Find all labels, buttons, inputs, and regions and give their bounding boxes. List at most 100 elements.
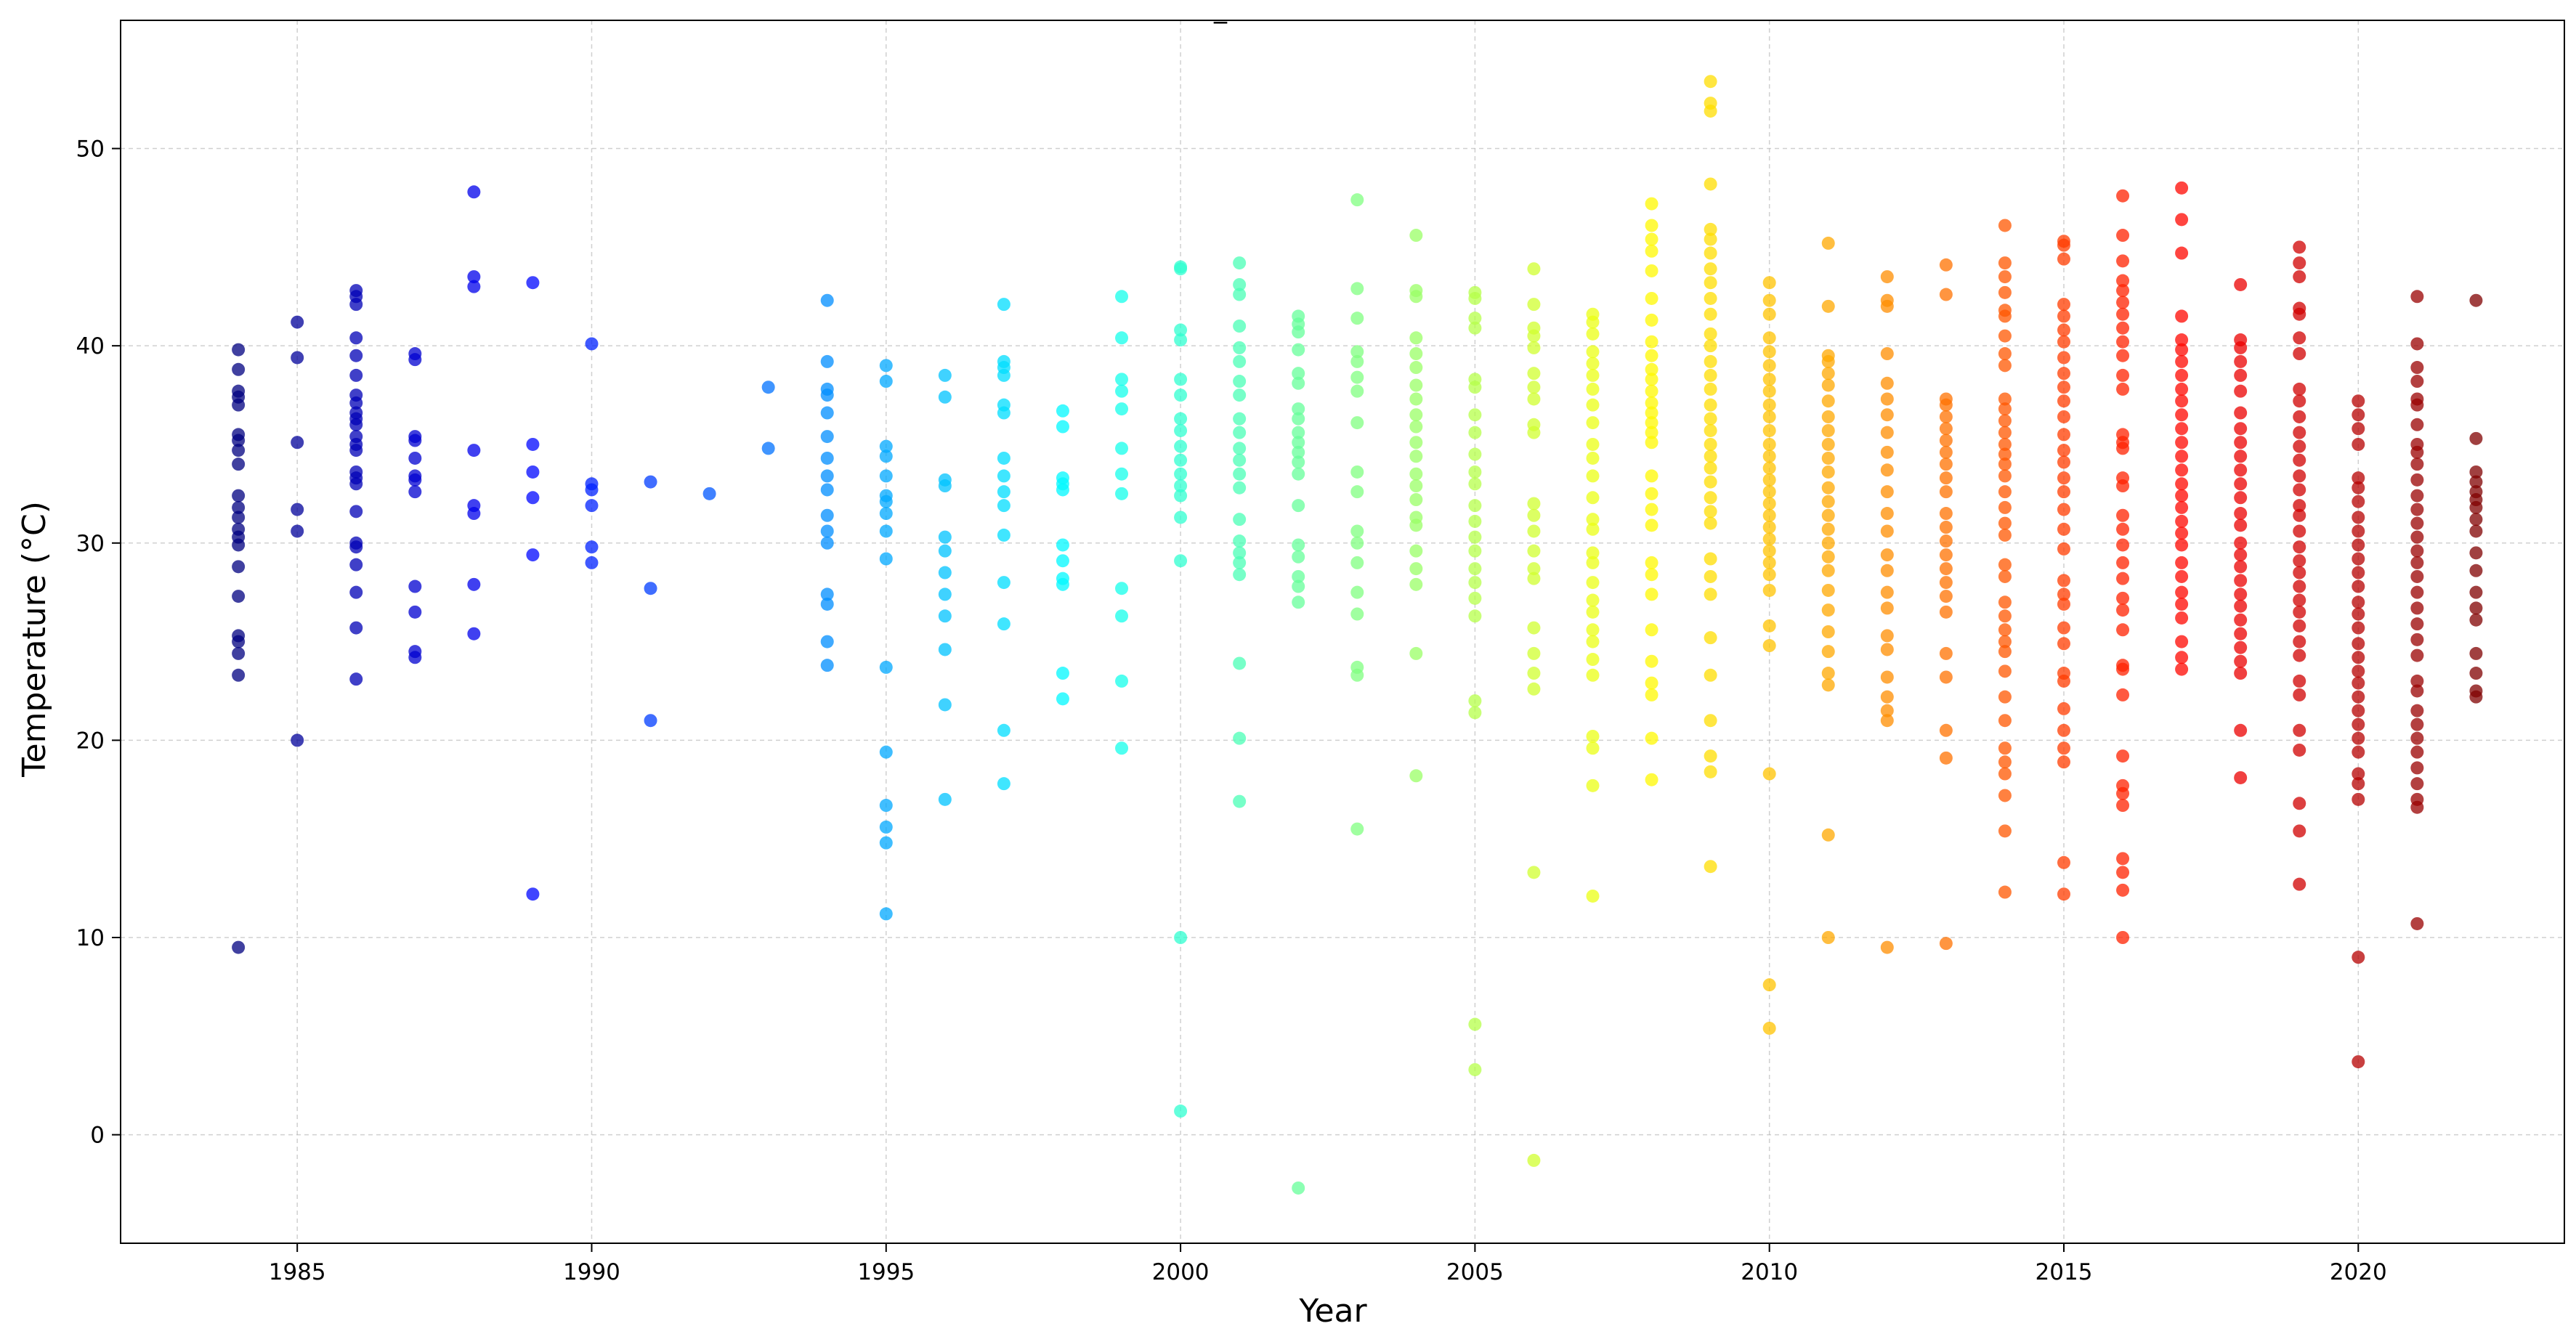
scatter-point: [1174, 511, 1188, 524]
scatter-point: [1350, 524, 1364, 538]
scatter-point: [2234, 654, 2248, 668]
scatter-point: [349, 585, 363, 599]
scatter-point: [1233, 389, 1247, 402]
scatter-point: [2469, 646, 2483, 660]
scatter-point: [820, 406, 834, 420]
scatter-point: [2352, 552, 2365, 566]
scatter-point: [467, 577, 481, 591]
scatter-point: [2175, 181, 2189, 195]
scatter-point: [1233, 568, 1247, 582]
scatter-point: [1586, 623, 1600, 637]
scatter-point: [1292, 467, 1305, 481]
scatter-point: [1704, 222, 1717, 236]
scatter-point: [2293, 453, 2306, 467]
scatter-point: [1233, 453, 1247, 467]
scatter-point: [1998, 885, 2012, 899]
scatter-point: [1174, 554, 1188, 568]
scatter-point: [2352, 511, 2365, 524]
scatter-point: [1292, 550, 1305, 564]
scatter-point: [1998, 469, 2012, 483]
scatter-point: [1821, 349, 1835, 362]
scatter-point: [2057, 621, 2070, 635]
scatter-point: [2469, 485, 2483, 499]
scatter-point: [879, 836, 893, 850]
scatter-point: [1409, 408, 1423, 422]
scatter-point: [1409, 378, 1423, 392]
y-tick-label: 20: [76, 728, 105, 754]
y-tick-label: 40: [76, 333, 105, 359]
scatter-point: [2175, 662, 2189, 676]
scatter-point: [1821, 536, 1835, 550]
scatter-point: [1704, 291, 1717, 305]
scatter-point: [2057, 542, 2070, 556]
scatter-point: [1409, 479, 1423, 493]
scatter-point: [291, 733, 304, 747]
scatter-point: [2234, 599, 2248, 613]
scatter-point: [2116, 254, 2130, 268]
scatter-point: [1939, 576, 1953, 590]
scatter-point: [2352, 566, 2365, 580]
scatter-point: [1821, 394, 1835, 408]
scatter-point: [1056, 471, 1069, 485]
scatter-point: [1468, 706, 1482, 720]
scatter-point: [585, 540, 599, 554]
scatter-point: [2116, 296, 2130, 309]
scatter-point: [1233, 442, 1247, 455]
scatter-point: [820, 382, 834, 396]
scatter-point: [879, 375, 893, 389]
scatter-point: [1233, 341, 1247, 354]
scatter-point: [1527, 646, 1541, 660]
scatter-point: [1645, 731, 1658, 745]
scatter-point: [1292, 595, 1305, 609]
scatter-point: [2352, 651, 2365, 664]
scatter-point: [644, 582, 657, 595]
scatter-point: [1704, 262, 1717, 276]
scatter-point: [232, 428, 246, 442]
scatter-point: [1821, 522, 1835, 536]
scatter-point: [1468, 285, 1482, 299]
scatter-point: [644, 714, 657, 728]
scatter-point: [1998, 392, 2012, 406]
scatter-point: [820, 597, 834, 611]
scatter-point: [1762, 373, 1776, 386]
scatter-point: [1409, 331, 1423, 345]
scatter-point: [938, 587, 952, 601]
scatter-point: [1233, 656, 1247, 670]
scatter-point: [1821, 667, 1835, 680]
scatter-point: [820, 469, 834, 483]
scatter-point: [2175, 514, 2189, 528]
scatter-point: [1409, 284, 1423, 298]
scatter-point: [1350, 536, 1364, 550]
scatter-point: [1115, 331, 1129, 345]
scatter-point: [2352, 538, 2365, 552]
scatter-point: [2057, 309, 2070, 323]
scatter-point: [1468, 544, 1482, 558]
scatter-point: [2057, 428, 2070, 442]
scatter-point: [2293, 347, 2306, 361]
scatter-point: [2057, 667, 2070, 680]
scatter-point: [1998, 270, 2012, 284]
scatter-point: [2057, 702, 2070, 715]
scatter-point: [1939, 258, 1953, 272]
scatter-point: [2352, 1055, 2365, 1069]
scatter-point: [467, 280, 481, 293]
scatter-point: [1586, 357, 1600, 370]
scatter-point: [2293, 554, 2306, 568]
scatter-point: [820, 536, 834, 550]
scatter-point: [1762, 331, 1776, 345]
scatter-point: [2469, 431, 2483, 445]
scatter-point: [2410, 717, 2424, 731]
scatter-point: [2293, 331, 2306, 345]
scatter-point: [820, 659, 834, 672]
scatter-point: [820, 587, 834, 601]
scatter-point: [2234, 368, 2248, 382]
scatter-point: [1586, 368, 1600, 382]
scatter-point: [408, 580, 422, 593]
scatter-point: [349, 331, 363, 345]
scatter-point: [2469, 613, 2483, 627]
scatter-point: [1645, 219, 1658, 232]
scatter-point: [2057, 485, 2070, 499]
scatter-point: [1409, 347, 1423, 361]
scatter-point: [1880, 548, 1894, 562]
scatter-point: [2410, 585, 2424, 599]
